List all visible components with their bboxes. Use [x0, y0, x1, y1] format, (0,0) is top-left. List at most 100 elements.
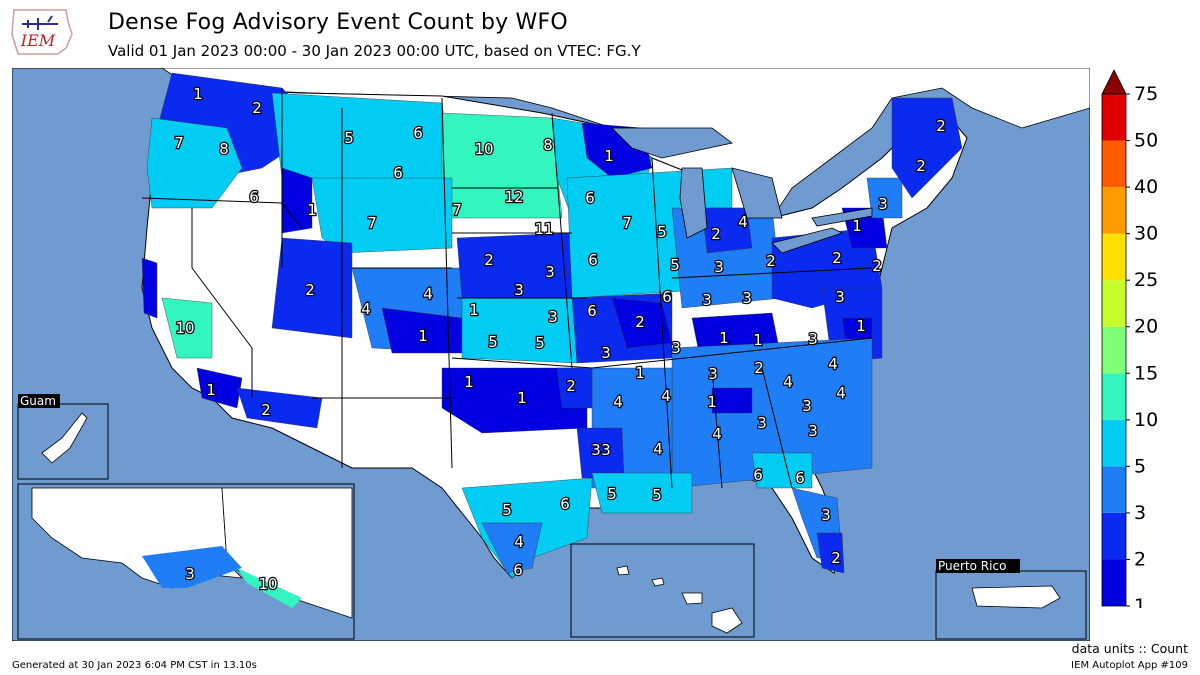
map-title: Dense Fog Advisory Event Count by WFO — [108, 10, 568, 35]
wfo-count: 1 — [707, 393, 717, 411]
lake-michigan — [679, 167, 708, 239]
wfo-count: 5 — [344, 129, 354, 147]
colorbar-tick-label: 5 — [1134, 455, 1146, 477]
wfo-count: 4 — [423, 285, 433, 303]
colorbar-tick-label: 25 — [1134, 269, 1158, 291]
colorbar-bin — [1102, 140, 1126, 188]
map-subtitle: Valid 01 Jan 2023 00:00 - 30 Jan 2023 00… — [108, 42, 641, 60]
wfo-count: 4 — [661, 387, 671, 405]
hawaii-islands — [616, 565, 743, 634]
wfo-count: 4 — [361, 300, 371, 318]
wfo-count: 6 — [249, 188, 259, 206]
wfo-count: 8 — [543, 136, 553, 154]
wfo-count: 3 — [591, 441, 601, 459]
region-lch-5 — [591, 472, 693, 514]
wfo-count: 4 — [613, 393, 623, 411]
wfo-count: 7 — [367, 214, 377, 232]
wfo-count: 6 — [413, 124, 423, 142]
wfo-count: 12 — [504, 188, 523, 206]
colorbar-bin — [1102, 512, 1126, 560]
wfo-count: 3 — [742, 289, 752, 307]
guam-inset: Guam — [17, 394, 109, 480]
wfo-count: 2 — [305, 281, 315, 299]
wfo-count: 7 — [174, 134, 184, 152]
colorbar-bin — [1102, 466, 1126, 513]
wfo-count: 2 — [754, 359, 764, 377]
wfo-count: 2 — [252, 99, 262, 117]
wfo-count: 1 — [206, 381, 216, 399]
wfo-count: 2 — [766, 252, 776, 270]
wfo-count: 1 — [307, 201, 317, 219]
colorbar-bin — [1102, 559, 1126, 606]
wfo-count: 1 — [856, 317, 866, 335]
units-label: data units :: Count — [1071, 641, 1188, 656]
lake-huron — [731, 167, 783, 219]
colorbar-tick-label: 2 — [1134, 548, 1146, 570]
wfo-count: 2 — [872, 257, 882, 275]
wfo-count: 4 — [836, 384, 846, 402]
puerto-rico-inset: Puerto Rico — [935, 559, 1087, 640]
wfo-count: 5 — [488, 333, 498, 351]
colorbar-extend-arrow — [1101, 69, 1127, 95]
wfo-count: 3 — [808, 330, 818, 348]
lake-ontario — [811, 207, 873, 227]
wfo-count: 3 — [185, 565, 195, 583]
wfo-count: 3 — [514, 281, 524, 299]
wfo-count: 6 — [560, 495, 570, 513]
colorbar-tick-label: 10 — [1134, 409, 1158, 431]
wfo-count: 1 — [852, 217, 862, 235]
region-lsx-1 — [611, 297, 673, 349]
wfo-count: 3 — [821, 506, 831, 524]
wfo-count: 3 — [714, 258, 724, 276]
wfo-count: 4 — [738, 213, 748, 231]
region-mfl-2 — [816, 532, 845, 574]
wfo-count: 3 — [601, 344, 611, 362]
region-mtr-1 — [141, 257, 158, 319]
wfo-count: 8 — [219, 140, 229, 158]
wfo-count: 6 — [588, 251, 598, 269]
colorbar-frame — [1101, 93, 1127, 607]
wfo-count: 5 — [607, 485, 617, 503]
colorbar-tick-label: 75 — [1134, 83, 1158, 105]
colorbar-tick-label: 1 — [1134, 595, 1146, 608]
wfo-count: 1 — [418, 327, 428, 345]
wfo-count: 3 — [708, 365, 718, 383]
logo-text: IEM — [20, 31, 56, 50]
region-tae-6 — [751, 452, 813, 489]
wfo-count: 2 — [711, 225, 721, 243]
wfo-count: 2 — [484, 251, 494, 269]
wfo-count: 5 — [657, 223, 667, 241]
region-wy-5 — [311, 177, 453, 254]
puerto-rico-island — [971, 585, 1061, 609]
wfo-count: 6 — [587, 302, 597, 320]
guam-island — [41, 412, 88, 464]
region-az-2 — [236, 387, 323, 429]
wfo-count: 6 — [393, 164, 403, 182]
wfo-count: 2 — [635, 313, 645, 331]
wfo-count: 6 — [585, 189, 595, 207]
region-ajk-10 — [237, 568, 302, 608]
wfo-count: 6 — [753, 466, 763, 484]
region-crp-4 — [481, 522, 543, 574]
iem-logo: IEM — [8, 4, 74, 60]
wfo-count: 1 — [464, 373, 474, 391]
guam-tag: Guam — [20, 394, 56, 408]
colorbar-tick-label: 3 — [1134, 502, 1146, 524]
region-tsa-2 — [556, 367, 593, 409]
wfo-count: 1 — [604, 147, 614, 165]
wfo-count: 3 — [878, 195, 888, 213]
region-pnw-5 — [146, 117, 243, 209]
wfo-count: 6 — [513, 561, 523, 579]
alaska-inset — [17, 483, 355, 640]
guam-tag-bg — [18, 394, 60, 408]
wfo-count: 6 — [795, 469, 805, 487]
wfo-count: 6 — [662, 288, 672, 306]
colorbar-bin — [1102, 94, 1126, 141]
hawaii-inset — [570, 543, 755, 638]
wfo-count: 2 — [831, 549, 841, 567]
colorbar: 1 2 3 5 10 15 20 25 30 40 50 75 — [1098, 68, 1178, 617]
wfo-count: 10 — [258, 575, 277, 593]
state-borders — [141, 88, 873, 489]
region-afc-3 — [142, 546, 242, 588]
colorbar-bin — [1102, 326, 1126, 374]
